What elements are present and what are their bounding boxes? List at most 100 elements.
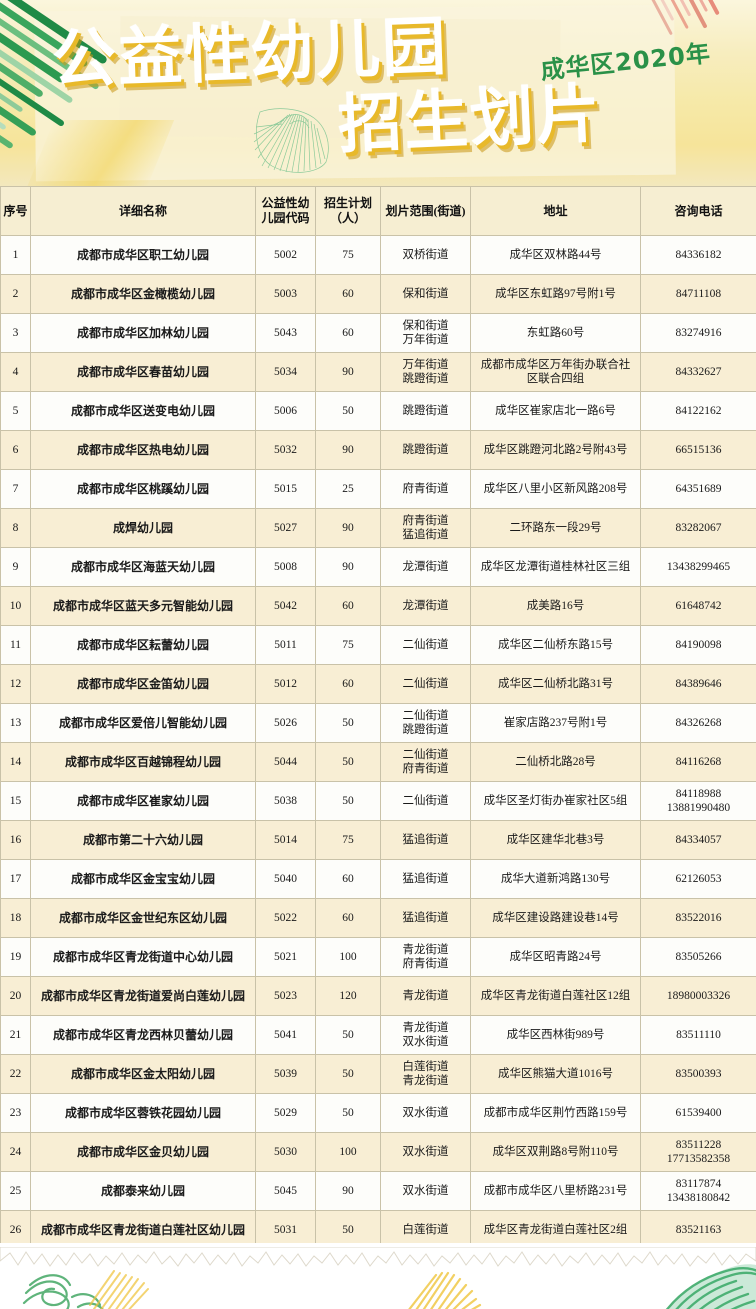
cell-phone-line: 83500393 [675, 1067, 722, 1080]
cell-kindergarten-name: 成都市成华区青龙街道爱尚白莲幼儿园 [30, 976, 256, 1016]
cell-enrollment-plan: 120 [315, 976, 381, 1016]
cell-index: 22 [0, 1054, 31, 1094]
cell-address: 成华区圣灯街办崔家社区5组 [470, 781, 641, 821]
cell-enrollment-plan: 50 [315, 1093, 381, 1133]
cell-index: 15 [0, 781, 31, 821]
cell-enrollment-plan: 50 [315, 703, 381, 743]
cell-index: 25 [0, 1171, 31, 1211]
cell-phone-line: 61539400 [675, 1106, 722, 1119]
cell-district-area-line: 双桥街道 [402, 248, 449, 261]
cell-phone-line: 84334057 [675, 833, 722, 846]
cell-district-area: 跳蹬街道 [380, 391, 471, 431]
cell-phone-line: 84116268 [675, 755, 722, 768]
cell-phone-line: 84389646 [675, 677, 722, 690]
cell-kindergarten-name: 成都泰来幼儿园 [30, 1171, 256, 1211]
green-strokes-svg [0, 0, 107, 149]
cell-kindergarten-code: 5011 [255, 625, 316, 665]
cell-address: 成华区熊猫大道1016号 [470, 1054, 641, 1094]
cell-kindergarten-code: 5012 [255, 664, 316, 704]
cell-enrollment-plan: 90 [315, 547, 381, 587]
cell-phone: 84334057 [640, 820, 756, 860]
green-fan-scribble-icon [246, 104, 342, 178]
column-header-code-line2: 儿园代码 [261, 211, 310, 225]
cell-address: 成华区昭青路24号 [470, 937, 641, 977]
table-row: 1 成都市成华区职工幼儿园 5002 75 双桥街道 成华区双林路44号 84336182 [0, 235, 756, 275]
column-header-name: 详细名称 [30, 186, 256, 236]
cell-phone-line: 84326268 [675, 716, 722, 729]
cell-kindergarten-code: 5043 [255, 313, 316, 353]
cell-address-line: 成华区建设路建设巷14号 [492, 911, 619, 924]
cell-enrollment-plan: 50 [315, 391, 381, 431]
cell-enrollment-plan: 60 [315, 859, 381, 899]
cell-kindergarten-code: 5032 [255, 430, 316, 470]
table-row: 21 成都市成华区青龙西林贝蕾幼儿园 5041 50 青龙街道 双水街道 成华区西林街989… [0, 1015, 756, 1055]
table-row: 22 成都市成华区金太阳幼儿园 5039 50 白莲街道 青龙街道 成华区熊猫大道1016号… [0, 1054, 756, 1094]
cell-phone: 84122162 [640, 391, 756, 431]
table-row: 2 成都市成华区金橄榄幼儿园 5003 60 保和街道 成华区东虹路97号附1号 84711… [0, 274, 756, 314]
cell-kindergarten-code: 5044 [255, 742, 316, 782]
cell-index: 14 [0, 742, 31, 782]
table-row: 15 成都市成华区崔家幼儿园 5038 50 二仙街道 成华区圣灯街办崔家社区5组 8411… [0, 781, 756, 821]
cell-kindergarten-code: 5030 [255, 1132, 316, 1172]
cell-phone-line: 83505266 [675, 950, 722, 963]
cell-phone: 84711108 [640, 274, 756, 314]
cell-kindergarten-name: 成都市成华区热电幼儿园 [30, 430, 256, 470]
cell-enrollment-plan: 100 [315, 937, 381, 977]
cell-district-area: 龙潭街道 [380, 586, 471, 626]
cell-address-line: 成华区圣灯街办崔家社区5组 [483, 794, 628, 807]
cell-district-area: 双水街道 [380, 1132, 471, 1172]
table-row: 6 成都市成华区热电幼儿园 5032 90 跳蹬街道 成华区跳蹬河北路2号附43号 6651… [0, 430, 756, 470]
cell-index: 18 [0, 898, 31, 938]
cell-phone: 83500393 [640, 1054, 756, 1094]
cell-kindergarten-name: 成都市成华区加林幼儿园 [30, 313, 256, 353]
cell-index: 13 [0, 703, 31, 743]
cell-address-line: 成华区龙潭街道桂林社区三组 [480, 560, 631, 573]
cell-district-area-line: 龙潭街道 [402, 599, 449, 612]
cell-kindergarten-code: 5027 [255, 508, 316, 548]
cell-address-line: 成华区二仙桥北路31号 [498, 677, 613, 690]
cell-district-area-line: 青龙街道 [402, 943, 449, 956]
cell-phone: 83511110 [640, 1015, 756, 1055]
cell-address: 成华区崔家店北一路6号 [470, 391, 641, 431]
cell-district-area-line: 双水街道 [402, 1184, 449, 1197]
cell-phone: 84326268 [640, 703, 756, 743]
cell-district-area: 青龙街道 双水街道 [380, 1015, 471, 1055]
cell-kindergarten-name: 成都市成华区海蓝天幼儿园 [30, 547, 256, 587]
cell-address-line: 崔家店路237号附1号 [503, 716, 608, 729]
cell-phone: 64351689 [640, 469, 756, 509]
cell-district-area: 府青街道 [380, 469, 471, 509]
cell-district-area-line: 龙潭街道 [402, 560, 449, 573]
cell-address-line: 二仙桥北路28号 [515, 755, 596, 768]
cell-enrollment-plan: 60 [315, 274, 381, 314]
cell-kindergarten-code: 5008 [255, 547, 316, 587]
cell-kindergarten-code: 5006 [255, 391, 316, 431]
cell-kindergarten-name: 成都市成华区金贝幼儿园 [30, 1132, 256, 1172]
cell-district-area-line: 二仙街道 [402, 638, 449, 651]
table-body: 1 成都市成华区职工幼儿园 5002 75 双桥街道 成华区双林路44号 84336182 2… [0, 235, 756, 1289]
cell-kindergarten-name: 成都市成华区春苗幼儿园 [30, 352, 256, 392]
cell-index: 12 [0, 664, 31, 704]
cell-kindergarten-name: 成都市成华区百越锦程幼儿园 [30, 742, 256, 782]
cell-district-area: 府青街道 猛追街道 [380, 508, 471, 548]
cell-address-line: 成华区青龙街道白莲社区2组 [483, 1223, 628, 1236]
cell-phone-line: 17713582358 [666, 1153, 731, 1165]
table-row: 9 成都市成华区海蓝天幼儿园 5008 90 龙潭街道 成华区龙潭街道桂林社区三组 1343… [0, 547, 756, 587]
cell-address-line: 成美路16号 [526, 599, 585, 612]
cell-district-area: 双水街道 [380, 1093, 471, 1133]
table-row: 3 成都市成华区加林幼儿园 5043 60 保和街道 万年街道 东虹路60号 83274916 [0, 313, 756, 353]
cell-phone-line: 84122162 [675, 404, 722, 417]
red-brush-strokes-icon [626, 0, 756, 140]
cell-enrollment-plan: 50 [315, 742, 381, 782]
cell-enrollment-plan: 100 [315, 1132, 381, 1172]
table-row: 20 成都市成华区青龙街道爱尚白莲幼儿园 5023 120 青龙街道 成华区青龙街道白莲社… [0, 976, 756, 1016]
footer-green-scribble-right-icon [665, 1264, 756, 1309]
cell-district-area: 二仙街道 [380, 664, 471, 704]
cell-district-area: 猛追街道 [380, 859, 471, 899]
cell-district-area: 保和街道 万年街道 [380, 313, 471, 353]
column-header-phone: 咨询电话 [640, 186, 756, 236]
torn-paper-edge-icon [0, 1247, 756, 1267]
cell-kindergarten-name: 成都市第二十六幼儿园 [30, 820, 256, 860]
header-banner: 公益性幼儿园 招生划片 成华区2020年 [0, 0, 756, 186]
cell-phone-line: 13438180842 [666, 1192, 731, 1204]
cell-district-area-line: 二仙街道 [402, 794, 449, 807]
